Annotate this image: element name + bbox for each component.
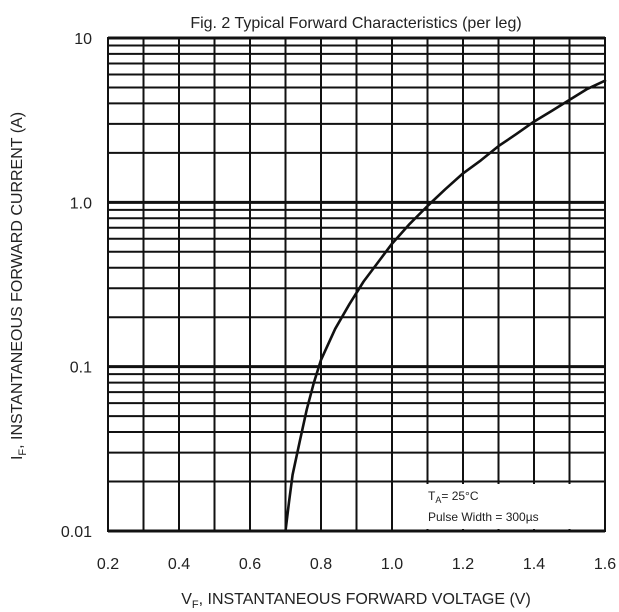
x-tick-label: 0.2: [97, 556, 119, 573]
annotation-ta: TA= 25°C: [428, 489, 479, 505]
x-tick-label: 0.4: [168, 556, 190, 573]
y-axis-label: IF, INSTANTANEOUS FORWARD CURRENT (A): [9, 112, 29, 460]
chart-title: Fig. 2 Typical Forward Characteristics (…: [190, 15, 521, 32]
forward-characteristic-curve: [284, 79, 607, 533]
y-tick-label: 1.0: [70, 195, 92, 212]
y-tick-label: 0.01: [61, 524, 92, 541]
x-tick-label: 1.6: [594, 556, 616, 573]
annotation-box: [422, 484, 600, 529]
x-tick-label: 1.0: [381, 556, 403, 573]
series-layer: [284, 79, 607, 533]
annotation-pulse-width: Pulse Width = 300µs: [428, 510, 539, 524]
y-tick-label: 0.1: [70, 360, 92, 377]
x-tick-label: 1.4: [523, 556, 545, 573]
plot-grid: [107, 36, 606, 533]
x-tick-label: 1.2: [452, 556, 474, 573]
x-axis-label: VF, INSTANTANEOUS FORWARD VOLTAGE (V): [181, 591, 531, 611]
x-tick-label: 0.6: [239, 556, 261, 573]
x-tick-labels: 0.2 0.4 0.6 0.8 1.0 1.2 1.4 1.6: [97, 556, 616, 573]
y-tick-label: 10: [74, 31, 92, 48]
y-tick-labels: 0.01 0.1 1.0 10: [61, 31, 92, 541]
plot-frame: [107, 37, 606, 532]
x-tick-label: 0.8: [310, 556, 332, 573]
